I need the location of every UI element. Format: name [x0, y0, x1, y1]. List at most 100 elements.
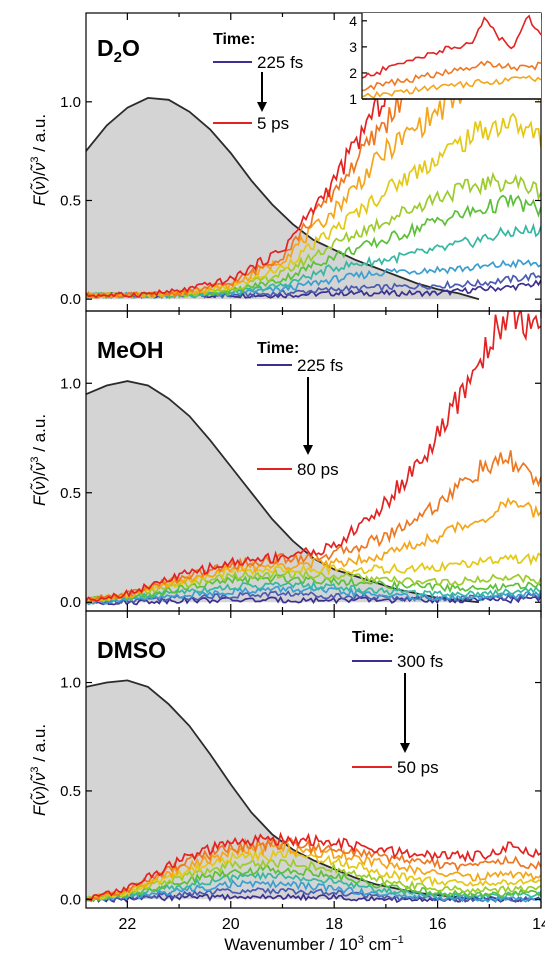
y-label-f: F	[30, 494, 49, 506]
x-tick-label: 20	[222, 916, 240, 933]
legend-label-last: 80 ps	[297, 460, 339, 479]
panel-2: 0.0 0.5 1.0 MeOH Time:225 fs 80 ps	[60, 310, 542, 612]
y-label-open: (	[30, 490, 49, 496]
panel-3: 0.0 0.5 1.0 22 20 18 16 14 DMSO Time:300 fs 50 ps	[60, 610, 545, 933]
x-tick-label: 16	[429, 916, 447, 933]
legend-label-first: 225 fs	[257, 53, 303, 72]
inset-y-tick-label: 1	[349, 91, 357, 107]
reference-area	[86, 97, 479, 300]
x-axis-label-exp1: 3	[358, 934, 364, 946]
y-label-open: (	[30, 800, 49, 806]
x-axis-label: Wavenumber / 103 cm−1	[224, 934, 404, 954]
x-axis-label-mid: cm	[364, 935, 391, 954]
y-label-nu2: ν̃	[29, 462, 49, 472]
inset-background	[362, 13, 541, 99]
inset-y-tick-label: 2	[349, 65, 357, 81]
y-tick-label: 1.0	[60, 675, 81, 692]
y-axis-label-panel-1: F(ν̃)/ν̃3 / a.u.	[29, 114, 49, 206]
inset-plot	[362, 14, 541, 99]
x-tick-label: 22	[118, 916, 136, 933]
panel-label: DMSO	[97, 637, 166, 663]
inset-series-line-1	[362, 74, 541, 99]
y-label-close: )/	[30, 781, 49, 792]
inset-y-tick-label: 3	[349, 39, 357, 55]
y-label-nu: ν̃	[29, 481, 49, 491]
y-label-exp: 3	[29, 156, 41, 162]
legend-label-last: 5 ps	[257, 114, 289, 133]
inset-y-tick-label: 4	[349, 13, 357, 29]
y-label-nu2: ν̃	[29, 162, 49, 172]
y-tick-label: 0.5	[60, 485, 81, 502]
y-tick-label: 0.5	[60, 783, 81, 800]
series-line-6	[86, 567, 541, 602]
legend-arrow-head	[257, 102, 267, 112]
y-label-nu2: ν̃	[29, 772, 49, 782]
reference-area	[86, 381, 479, 603]
series-line-3	[86, 879, 541, 904]
reference-line	[86, 96, 480, 301]
inset-series-line-3	[362, 14, 541, 79]
series-line-3	[86, 258, 541, 300]
legend-title: Time:	[257, 340, 299, 357]
series-line-10	[86, 13, 540, 299]
y-label-f: F	[30, 194, 49, 206]
series-line-8	[86, 496, 541, 604]
plot-area	[86, 311, 541, 606]
y-label-close: )/	[30, 471, 49, 482]
series-line-7	[86, 112, 541, 299]
x-axis-label-exp2: −1	[391, 934, 404, 946]
inset: 1 2 3 4	[349, 13, 541, 107]
series-line-6	[86, 858, 541, 901]
legend-title: Time:	[352, 629, 394, 646]
y-label-exp: 3	[29, 766, 41, 772]
panel-label: D2O	[97, 35, 140, 66]
y-tick-label: 0.0	[60, 594, 81, 611]
panel-label-end: O	[122, 35, 140, 61]
x-tick-label: 18	[325, 916, 343, 933]
legend-label-first: 225 fs	[297, 356, 343, 375]
legend-label-last: 50 ps	[397, 758, 439, 777]
legend-arrow-head	[400, 743, 410, 753]
series-line-7	[86, 847, 541, 902]
panel-label: MeOH	[97, 337, 163, 363]
y-label-unit: / a.u.	[30, 114, 49, 157]
plot-area	[86, 13, 541, 301]
inset-series-line-2	[362, 60, 541, 92]
reference-area	[86, 680, 479, 900]
series-line-10	[86, 311, 541, 603]
series-line-1	[86, 892, 541, 904]
series-line-2	[86, 887, 541, 904]
y-label-nu: ν̃	[29, 791, 49, 801]
y-axis-label: F(ν̃)/ν̃3 / a.u.	[29, 724, 49, 816]
y-label-nu: ν̃	[29, 181, 49, 191]
y-tick-label: 0.5	[60, 192, 81, 209]
y-axis-label: F(ν̃)/ν̃3 / a.u.	[29, 414, 49, 506]
y-tick-label: 1.0	[60, 94, 81, 111]
y-axis-label: F(ν̃)/ν̃3 / a.u.	[29, 114, 49, 206]
series-line-10	[86, 831, 541, 902]
y-axis-label-panel-3: F(ν̃)/ν̃3 / a.u.	[29, 724, 49, 816]
legend-title: Time:	[213, 31, 255, 48]
series-line-5	[86, 573, 541, 603]
x-axis-label-main: Wavenumber / 10	[224, 935, 358, 954]
y-label-unit: / a.u.	[30, 724, 49, 767]
x-tick-label: 14	[532, 916, 545, 933]
legend-arrow-head	[303, 445, 313, 455]
y-tick-label: 1.0	[60, 375, 81, 392]
y-axis-label-panel-2: F(ν̃)/ν̃3 / a.u.	[29, 414, 49, 506]
y-label-exp: 3	[29, 456, 41, 462]
panel-label-main: D	[97, 35, 114, 61]
plot-area	[86, 679, 541, 904]
panel-frame	[85, 610, 542, 909]
y-label-unit: / a.u.	[30, 414, 49, 457]
panel-label-sub: 2	[114, 49, 122, 66]
y-label-close: )/	[30, 171, 49, 182]
legend-label-first: 300 fs	[397, 652, 443, 671]
y-tick-label: 0.0	[60, 291, 81, 308]
y-label-f: F	[30, 804, 49, 816]
reference-line	[86, 380, 480, 604]
y-tick-label: 0.0	[60, 891, 81, 908]
